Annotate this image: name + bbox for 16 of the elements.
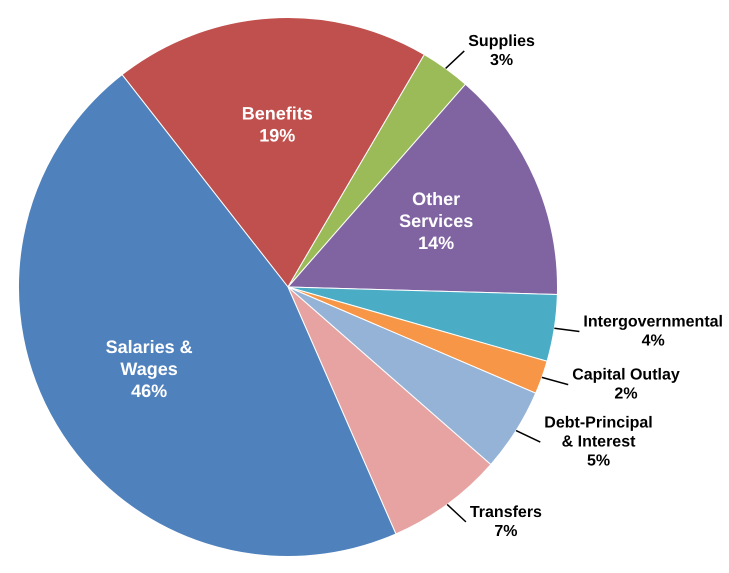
- data-label: 2%: [614, 386, 638, 403]
- data-label: 19%: [259, 126, 296, 146]
- slice-label: Supplies: [468, 32, 536, 50]
- slice-label: Capital Outlay: [572, 366, 680, 384]
- data-label: 7%: [494, 522, 518, 540]
- data-label: 46%: [131, 380, 168, 401]
- slice-label: Debt-Principal & Interest: [544, 414, 653, 451]
- slice-label: Transfers: [470, 504, 542, 521]
- slice-label: Intergovernmental: [583, 313, 724, 330]
- slice-label: Benefits: [242, 104, 313, 124]
- data-label: 3%: [490, 52, 514, 69]
- slice-label: Other Services: [399, 189, 474, 232]
- data-label: 5%: [586, 452, 610, 470]
- data-label: 4%: [642, 332, 665, 350]
- data-label: 14%: [418, 233, 454, 254]
- slice-label: Salaries & Wages: [106, 336, 193, 379]
